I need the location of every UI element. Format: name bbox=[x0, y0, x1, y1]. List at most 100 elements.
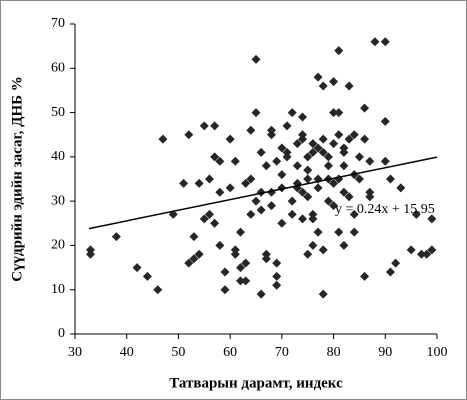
data-point bbox=[318, 289, 328, 299]
data-point bbox=[287, 108, 297, 118]
data-point bbox=[246, 209, 256, 219]
data-point bbox=[261, 161, 271, 171]
data-point bbox=[344, 192, 354, 202]
data-point bbox=[298, 112, 308, 122]
data-point bbox=[194, 178, 204, 188]
data-point bbox=[385, 267, 395, 277]
data-point bbox=[313, 143, 323, 153]
data-point bbox=[354, 174, 364, 184]
y-tick-label: 50 bbox=[51, 105, 65, 120]
x-tick-label: 30 bbox=[68, 345, 82, 360]
data-point bbox=[334, 46, 344, 56]
data-point bbox=[215, 240, 225, 250]
data-point bbox=[303, 174, 313, 184]
data-point bbox=[385, 174, 395, 184]
data-point bbox=[380, 116, 390, 126]
data-point bbox=[194, 249, 204, 259]
data-point bbox=[277, 218, 287, 228]
data-point bbox=[349, 227, 359, 237]
x-tick-label: 80 bbox=[327, 345, 341, 360]
data-point bbox=[179, 178, 189, 188]
data-point bbox=[354, 152, 364, 162]
data-point bbox=[235, 263, 245, 273]
data-point bbox=[215, 187, 225, 197]
data-point bbox=[308, 240, 318, 250]
data-point bbox=[225, 183, 235, 193]
x-axis-title: Татварын дарамт, индекс bbox=[169, 375, 343, 391]
data-point bbox=[303, 152, 313, 162]
data-point bbox=[210, 121, 220, 131]
y-tick-label: 60 bbox=[51, 61, 65, 76]
data-point bbox=[184, 258, 194, 268]
x-tick-label: 100 bbox=[427, 345, 448, 360]
data-point bbox=[277, 143, 287, 153]
data-point bbox=[272, 280, 282, 290]
data-point bbox=[370, 37, 380, 47]
data-point bbox=[303, 165, 313, 175]
data-point bbox=[427, 214, 437, 224]
data-point bbox=[329, 201, 339, 211]
data-point bbox=[427, 245, 437, 255]
x-tick-label: 60 bbox=[223, 345, 237, 360]
data-point bbox=[272, 258, 282, 268]
data-point bbox=[292, 161, 302, 171]
data-point bbox=[380, 156, 390, 166]
data-point bbox=[261, 254, 271, 264]
data-point bbox=[318, 134, 328, 144]
data-point bbox=[215, 156, 225, 166]
data-point bbox=[344, 134, 354, 144]
data-point bbox=[339, 143, 349, 153]
x-tick-label: 90 bbox=[378, 345, 392, 360]
data-point bbox=[323, 152, 333, 162]
data-point bbox=[416, 249, 426, 259]
data-point bbox=[246, 174, 256, 184]
data-point bbox=[339, 187, 349, 197]
data-point bbox=[282, 121, 292, 131]
data-point bbox=[287, 196, 297, 206]
data-point bbox=[360, 271, 370, 281]
data-point bbox=[334, 227, 344, 237]
x-tick-label: 70 bbox=[275, 345, 289, 360]
trendline-label: y = 0.24x + 15.95 bbox=[335, 202, 435, 217]
x-tick-label: 40 bbox=[120, 345, 134, 360]
data-point bbox=[235, 276, 245, 286]
trendline bbox=[88, 156, 438, 230]
data-point bbox=[251, 196, 261, 206]
data-point bbox=[308, 214, 318, 224]
y-tick-label: 40 bbox=[51, 149, 65, 164]
data-point bbox=[303, 192, 313, 202]
data-point bbox=[298, 187, 308, 197]
data-point bbox=[230, 156, 240, 166]
data-point bbox=[251, 54, 261, 64]
data-point bbox=[142, 271, 152, 281]
data-point bbox=[86, 245, 96, 255]
data-point bbox=[267, 201, 277, 211]
data-point bbox=[225, 134, 235, 144]
data-point bbox=[298, 130, 308, 140]
x-tick-label: 50 bbox=[171, 345, 185, 360]
data-point bbox=[210, 218, 220, 228]
data-point bbox=[230, 249, 240, 259]
data-point bbox=[308, 147, 318, 157]
data-point bbox=[272, 271, 282, 281]
y-tick-label: 10 bbox=[51, 282, 65, 297]
data-point bbox=[256, 289, 266, 299]
data-point bbox=[132, 263, 142, 273]
data-point bbox=[329, 178, 339, 188]
data-point bbox=[339, 161, 349, 171]
data-point bbox=[318, 245, 328, 255]
data-point bbox=[199, 121, 209, 131]
data-point bbox=[256, 187, 266, 197]
data-point bbox=[246, 125, 256, 135]
data-point bbox=[272, 156, 282, 166]
y-axis-title: Сүүдрийн эдийн засаг, ДНБ % bbox=[9, 76, 25, 282]
data-point bbox=[329, 139, 339, 149]
data-point bbox=[111, 232, 121, 242]
data-point bbox=[184, 130, 194, 140]
data-point bbox=[256, 147, 266, 157]
data-point bbox=[298, 214, 308, 224]
data-point bbox=[210, 152, 220, 162]
data-point bbox=[282, 147, 292, 157]
data-point bbox=[189, 232, 199, 242]
